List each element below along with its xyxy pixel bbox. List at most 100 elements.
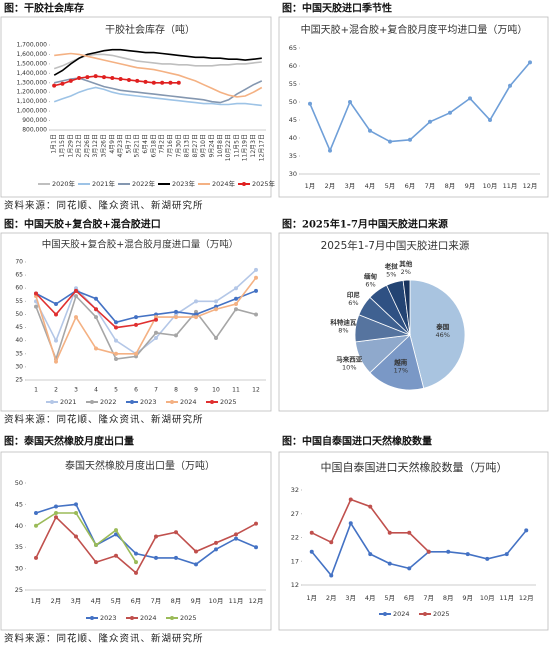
point	[34, 523, 38, 528]
point	[54, 312, 58, 317]
series-line	[35, 294, 257, 362]
point	[485, 556, 490, 561]
x-tick-label: 4月23日	[117, 134, 124, 157]
point	[94, 346, 98, 351]
y-tick-label: 35	[289, 152, 297, 160]
panel-title: 图：中国天胶进口季节性	[282, 2, 392, 15]
legend-swatch	[170, 400, 174, 404]
pie-label: 科特迪瓦	[330, 318, 357, 327]
point	[34, 291, 38, 296]
y-tick-label: 35	[15, 543, 23, 551]
point	[151, 80, 156, 85]
y-tick-label: 25	[15, 377, 23, 384]
x-tick-label: 9月	[191, 597, 202, 605]
x-tick-label: 10月	[480, 594, 495, 602]
frame	[278, 16, 549, 198]
point	[94, 315, 98, 320]
x-tick-label: 10月8日	[217, 134, 224, 157]
x-tick-label: 7月2日	[159, 134, 166, 154]
legend-swatch	[210, 400, 214, 404]
point	[234, 307, 238, 312]
x-tick-label: 5月7日	[125, 134, 132, 154]
point	[524, 528, 529, 533]
panel-title: 图：泰国天然橡胶月度出口量	[4, 435, 134, 448]
x-tick-label: 2月	[326, 594, 337, 602]
point	[448, 110, 452, 115]
point	[254, 312, 258, 317]
point	[154, 330, 158, 335]
point	[528, 60, 532, 65]
pie-value: 5%	[386, 271, 396, 279]
x-tick-label: 5月	[111, 597, 122, 605]
x-tick-label: 2	[54, 387, 58, 394]
point	[93, 74, 98, 79]
point	[488, 118, 492, 122]
y-tick-label: 30	[15, 565, 23, 573]
point	[134, 551, 138, 556]
point	[68, 78, 73, 83]
point	[118, 77, 123, 81]
point	[54, 338, 58, 343]
point	[428, 119, 432, 124]
y-tick-label: 45	[15, 324, 23, 331]
point	[174, 555, 178, 560]
point	[135, 78, 140, 83]
panel-title: 图：中国自泰国进口天然橡胶数量	[282, 435, 432, 448]
x-tick-label: 6	[134, 387, 138, 394]
point	[143, 79, 148, 84]
pie-slice	[409, 279, 466, 389]
x-tick-label: 12月3日	[250, 134, 257, 157]
point	[504, 552, 509, 557]
chart-title: 泰国天然橡胶月度出口量（万吨）	[65, 459, 215, 472]
pie-value: 10%	[342, 364, 356, 372]
pie-slice	[369, 334, 425, 391]
point	[134, 570, 138, 575]
source: 资料来源：同花顺、隆众资讯、新湖研究所	[4, 633, 204, 645]
y-tick-label: 1,000,000	[16, 108, 47, 115]
legend-label: 2024	[140, 614, 157, 622]
x-tick-label: 1月	[306, 594, 317, 602]
y-tick-label: 1,700,000	[16, 42, 47, 49]
point	[234, 536, 238, 541]
point	[134, 315, 138, 320]
point	[194, 562, 198, 567]
x-tick-label: 3月	[345, 594, 356, 602]
x-tick-label: 7	[154, 387, 158, 394]
y-tick-label: 40	[289, 134, 297, 142]
point	[34, 510, 38, 515]
x-tick-label: 12月17日	[258, 134, 265, 161]
point	[114, 325, 118, 330]
point	[254, 545, 258, 550]
x-tick-label: 10月	[209, 597, 224, 605]
legend-swatch	[50, 400, 54, 404]
point	[408, 137, 412, 142]
x-tick-label: 8	[174, 387, 178, 394]
legend-label: 2022年	[132, 179, 156, 188]
x-tick-label: 1	[34, 387, 38, 394]
point	[214, 307, 218, 312]
point	[468, 96, 472, 101]
pie-label: 缅甸	[364, 272, 378, 281]
point	[154, 534, 158, 539]
legend-swatch	[170, 616, 174, 620]
point	[465, 552, 470, 557]
x-tick-label: 12月	[523, 182, 538, 190]
point	[114, 357, 118, 362]
x-tick-label: 5	[114, 387, 118, 394]
series-line	[54, 77, 263, 104]
point	[94, 543, 98, 548]
y-tick-label: 50	[15, 311, 23, 318]
pie-value: 46%	[436, 331, 450, 339]
point	[74, 315, 78, 320]
point	[154, 336, 158, 341]
point	[308, 101, 312, 106]
x-tick-label: 4月	[91, 597, 102, 605]
point	[214, 540, 218, 545]
legend-label: 2021年	[92, 179, 116, 188]
x-tick-label: 1月29日	[67, 134, 74, 157]
point	[194, 549, 198, 554]
x-tick-label: 2月	[51, 597, 62, 605]
point	[309, 530, 314, 535]
x-tick-label: 9月24日	[209, 134, 216, 157]
